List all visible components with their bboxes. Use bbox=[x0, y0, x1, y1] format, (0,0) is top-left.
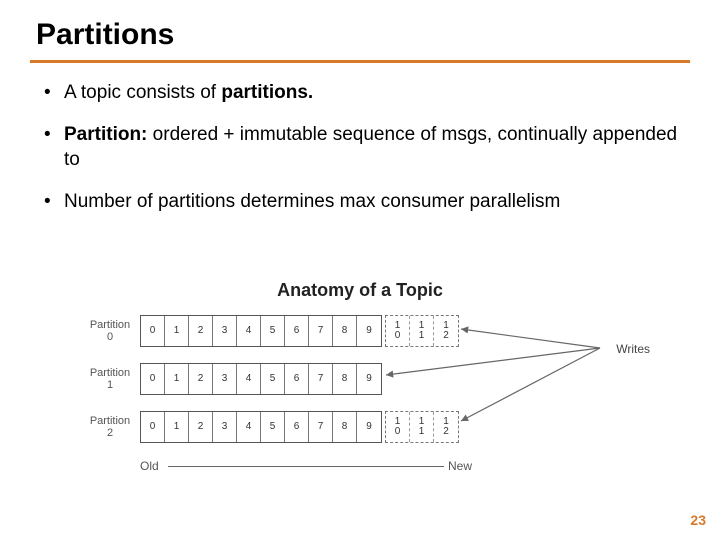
partition-row: Partition00123456789101112 bbox=[80, 315, 640, 347]
cell: 0 bbox=[141, 412, 165, 442]
cell: 6 bbox=[285, 316, 309, 346]
cell: 7 bbox=[309, 316, 333, 346]
cell: 6 bbox=[285, 364, 309, 394]
cell: 4 bbox=[237, 316, 261, 346]
partition-cells-solid: 0123456789 bbox=[140, 363, 382, 395]
cell: 3 bbox=[213, 316, 237, 346]
cell: 2 bbox=[189, 364, 213, 394]
bullet-list: A topic consists of partitions. Partitio… bbox=[30, 81, 690, 214]
title-rule bbox=[30, 60, 690, 63]
cell: 0 bbox=[141, 364, 165, 394]
cell: 9 bbox=[357, 364, 381, 394]
bullet-2: Partition: ordered + immutable sequence … bbox=[40, 123, 690, 172]
axis: Old New bbox=[140, 459, 472, 473]
partition-label: Partition1 bbox=[80, 367, 140, 391]
cell: 5 bbox=[261, 316, 285, 346]
cell: 3 bbox=[213, 412, 237, 442]
cell: 2 bbox=[189, 412, 213, 442]
cell: 12 bbox=[434, 412, 458, 442]
bullet-1: A topic consists of partitions. bbox=[40, 81, 690, 105]
cell: 4 bbox=[237, 412, 261, 442]
partitions-area: Partition00123456789101112Partition10123… bbox=[80, 315, 640, 443]
cell: 12 bbox=[434, 316, 458, 346]
partition-label: Partition2 bbox=[80, 415, 140, 439]
cell: 2 bbox=[189, 316, 213, 346]
bullet-2-rest: ordered + immutable sequence of msgs, co… bbox=[64, 124, 677, 169]
cell: 9 bbox=[357, 316, 381, 346]
cell: 0 bbox=[141, 316, 165, 346]
axis-new: New bbox=[448, 459, 472, 473]
bullet-3: Number of partitions determines max cons… bbox=[40, 190, 690, 214]
cell: 7 bbox=[309, 364, 333, 394]
partition-cells-dashed: 101112 bbox=[385, 411, 459, 443]
partition-cells-solid: 0123456789 bbox=[140, 315, 382, 347]
cell: 9 bbox=[357, 412, 381, 442]
cell: 1 bbox=[165, 412, 189, 442]
axis-line bbox=[168, 466, 444, 467]
cell: 8 bbox=[333, 364, 357, 394]
cell: 3 bbox=[213, 364, 237, 394]
cell: 10 bbox=[386, 316, 410, 346]
cell: 8 bbox=[333, 316, 357, 346]
diagram-inner: Anatomy of a Topic Partition001234567891… bbox=[80, 280, 640, 473]
cell: 11 bbox=[410, 316, 434, 346]
diagram: Anatomy of a Topic Partition001234567891… bbox=[0, 280, 720, 473]
partition-row: Partition20123456789101112 bbox=[80, 411, 640, 443]
cell: 5 bbox=[261, 412, 285, 442]
writes-label: Writes bbox=[616, 342, 650, 356]
cell: 5 bbox=[261, 364, 285, 394]
bullet-1-bold: partitions. bbox=[221, 82, 313, 103]
slide: Partitions A topic consists of partition… bbox=[0, 0, 720, 540]
cell: 11 bbox=[410, 412, 434, 442]
cell: 7 bbox=[309, 412, 333, 442]
page-number: 23 bbox=[690, 512, 706, 528]
bullet-1-pre: A topic consists of bbox=[64, 82, 221, 103]
cell: 6 bbox=[285, 412, 309, 442]
partition-label: Partition0 bbox=[80, 319, 140, 343]
cell: 8 bbox=[333, 412, 357, 442]
diagram-title: Anatomy of a Topic bbox=[80, 280, 640, 301]
cell: 1 bbox=[165, 316, 189, 346]
partition-cells-solid: 0123456789 bbox=[140, 411, 382, 443]
partition-cells-dashed: 101112 bbox=[385, 315, 459, 347]
cell: 10 bbox=[386, 412, 410, 442]
bullet-2-bold: Partition: bbox=[64, 124, 147, 145]
cell: 4 bbox=[237, 364, 261, 394]
partition-row: Partition10123456789 bbox=[80, 363, 640, 395]
axis-old: Old bbox=[140, 459, 159, 473]
cell: 1 bbox=[165, 364, 189, 394]
page-title: Partitions bbox=[30, 18, 690, 52]
